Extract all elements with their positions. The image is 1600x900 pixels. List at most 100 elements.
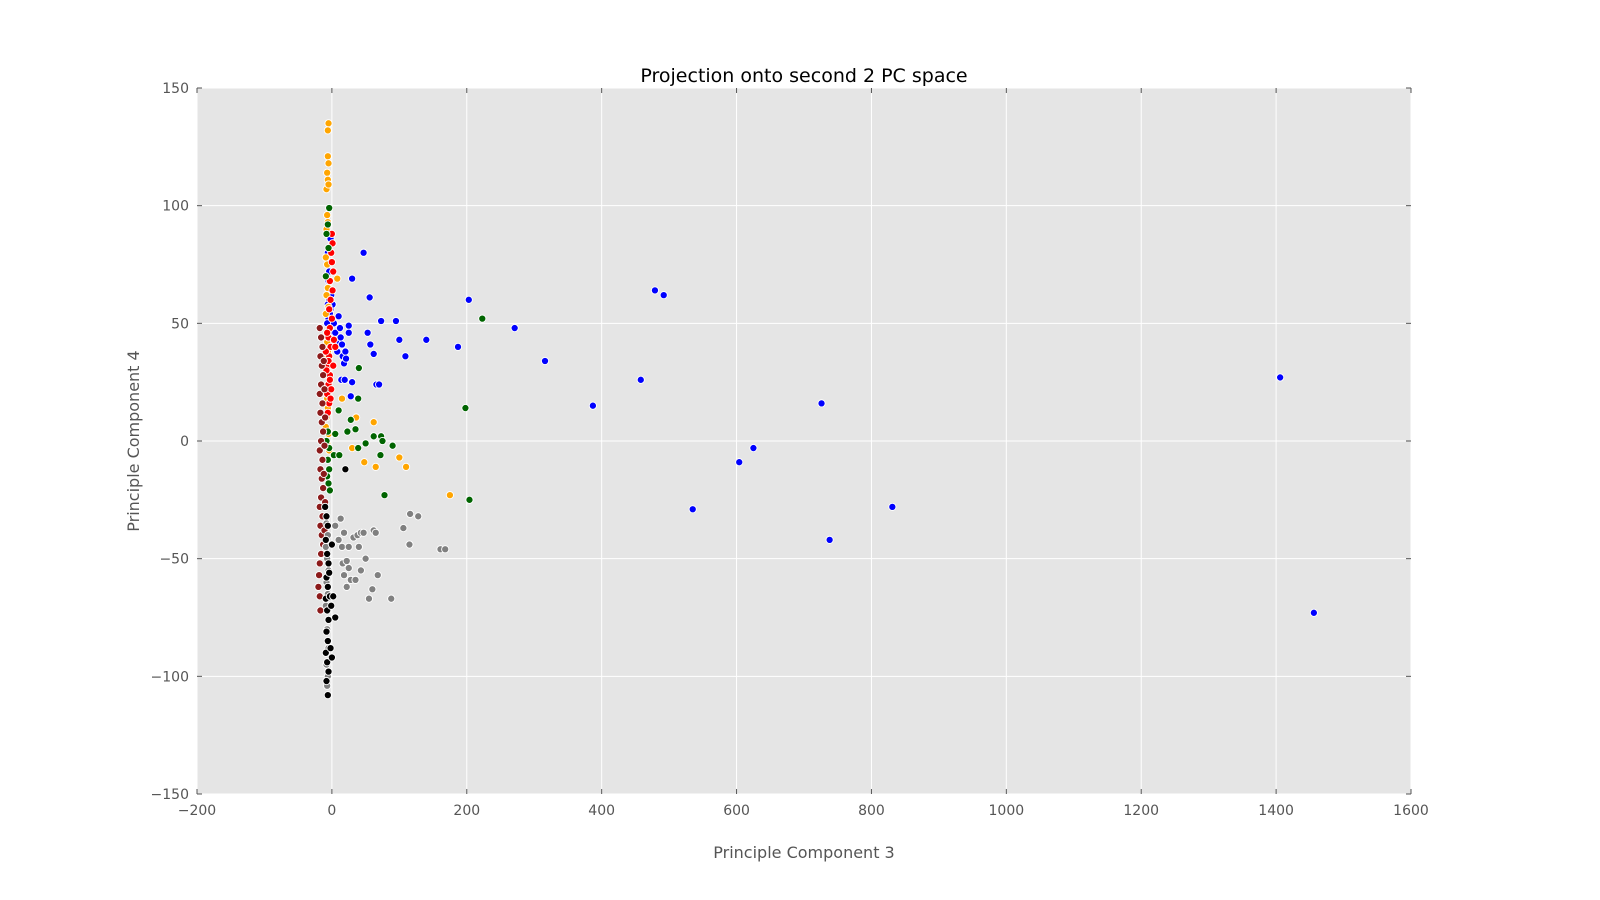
data-point (348, 274, 357, 283)
x-tick-label: 1000 (989, 803, 1025, 819)
chart-title: Projection onto second 2 PC space (640, 65, 967, 87)
data-point (359, 528, 368, 537)
data-point (323, 220, 332, 229)
data-point (323, 636, 332, 646)
data-point (369, 432, 378, 441)
data-point (324, 559, 333, 568)
data-point (336, 333, 345, 342)
data-point (659, 291, 668, 300)
data-point (341, 465, 350, 474)
data-point (388, 441, 397, 450)
data-point (346, 392, 355, 401)
y-tick-label: 0 (180, 434, 189, 450)
data-point (342, 582, 351, 591)
data-point (688, 505, 697, 514)
data-point (327, 385, 336, 394)
data-point (377, 316, 386, 326)
data-point (325, 568, 334, 577)
data-point (465, 495, 474, 504)
data-point (337, 394, 347, 403)
data-point (346, 415, 355, 424)
data-point (344, 328, 353, 337)
data-point (399, 524, 408, 533)
data-point (368, 585, 377, 594)
data-point (371, 528, 380, 537)
data-point (326, 295, 335, 304)
data-point (327, 653, 336, 662)
data-point (540, 356, 550, 366)
data-point (344, 321, 353, 330)
data-point (478, 314, 487, 323)
data-point (327, 601, 336, 610)
data-point (318, 342, 327, 351)
data-point (406, 509, 415, 519)
data-point (339, 528, 349, 537)
data-point (321, 535, 330, 544)
x-tick-label: 0 (327, 803, 336, 819)
data-point (319, 469, 328, 478)
data-point (322, 229, 331, 238)
data-point (323, 328, 332, 337)
data-point (318, 455, 327, 464)
data-point (354, 363, 363, 373)
data-point (326, 394, 335, 403)
data-point (817, 399, 826, 408)
data-point (331, 521, 340, 530)
data-point (319, 427, 328, 436)
data-point (354, 394, 363, 403)
data-point (650, 286, 659, 295)
data-point (344, 542, 353, 551)
data-point (422, 335, 431, 344)
data-point (324, 615, 333, 624)
data-point (315, 571, 324, 580)
data-point (328, 286, 337, 295)
x-tick-label: 600 (723, 803, 750, 819)
data-point (318, 399, 327, 408)
data-point (319, 356, 328, 366)
data-point (359, 248, 368, 257)
x-tick-label: −200 (178, 803, 216, 819)
data-point (445, 491, 454, 500)
data-point (356, 566, 365, 575)
data-point (329, 335, 338, 344)
data-point (351, 425, 360, 434)
data-point (323, 126, 332, 135)
data-point (636, 375, 645, 384)
data-point (320, 441, 329, 450)
data-point (339, 571, 349, 580)
data-point (322, 512, 331, 521)
data-point (510, 323, 519, 333)
data-point (325, 375, 334, 384)
data-point (326, 644, 335, 653)
data-point (324, 119, 333, 128)
data-point (331, 429, 340, 438)
data-point (325, 203, 334, 213)
gridlines (196, 87, 1412, 795)
data-point (337, 340, 347, 349)
data-point (321, 502, 330, 511)
data-point (324, 243, 333, 253)
data-point (315, 389, 324, 398)
data-point (325, 305, 334, 314)
data-point (361, 554, 370, 563)
data-point (360, 458, 369, 467)
data-point (323, 211, 332, 220)
data-point (334, 406, 343, 415)
data-point (324, 180, 333, 189)
data-point (395, 453, 404, 462)
data-point (321, 272, 330, 281)
data-point (364, 594, 374, 603)
data-point (319, 371, 328, 380)
x-tick-label: 800 (858, 803, 885, 819)
y-tick-label: −150 (151, 787, 189, 803)
data-point (348, 378, 357, 387)
data-point (453, 342, 463, 351)
data-point (376, 451, 385, 460)
data-point (354, 542, 363, 551)
data-point (354, 444, 363, 453)
y-tick-label: −100 (151, 669, 189, 685)
data-point (375, 380, 384, 389)
data-point (322, 676, 331, 686)
data-point (327, 540, 336, 549)
